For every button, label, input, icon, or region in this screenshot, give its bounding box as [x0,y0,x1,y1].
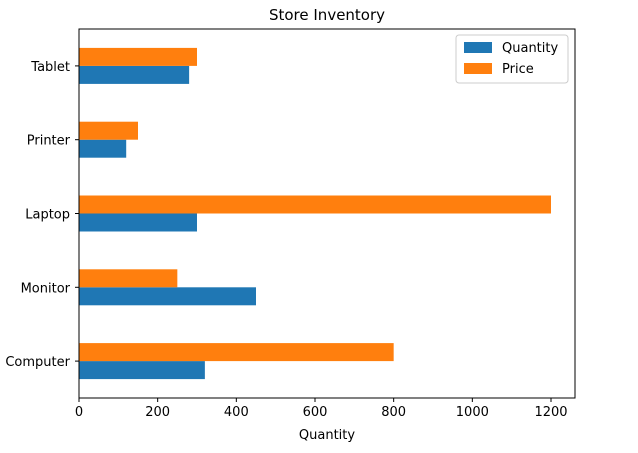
bar-price-computer [79,343,394,362]
bar-quantity-tablet [79,65,190,84]
x-tick-label: 800 [381,405,406,420]
bar-quantity-printer [79,139,127,158]
y-tick-label: Monitor [21,281,71,296]
y-tick-label: Tablet [30,60,70,75]
legend-swatch-price [464,63,492,74]
legend-label-quantity: Quantity [502,41,558,56]
bar-quantity-monitor [79,287,256,306]
chart-title: Store Inventory [269,6,385,24]
bar-quantity-laptop [79,213,197,232]
bar-price-monitor [79,269,178,288]
y-tick-label: Laptop [25,208,70,223]
legend: Quantity Price [455,34,569,84]
x-axis-label: Quantity [299,428,355,443]
y-axis: Computer Monitor Laptop Printer Tablet [5,60,79,370]
x-tick-label: 600 [303,405,328,420]
x-tick-label: 1200 [534,405,567,420]
y-tick-label: Printer [27,134,71,149]
bar-price-printer [79,121,138,140]
x-tick-label: 1000 [456,405,489,420]
x-tick-label: 0 [75,405,83,420]
y-tick-label: Computer [5,355,70,370]
bar-price-tablet [79,47,197,66]
bar-price-laptop [79,195,551,214]
x-tick-label: 200 [145,405,170,420]
x-axis: 0 200 400 600 800 1000 1200 [75,398,568,420]
bar-quantity-computer [79,361,205,380]
x-tick-label: 400 [224,405,249,420]
bars-layer [79,47,551,380]
legend-swatch-quantity [464,42,492,53]
legend-label-price: Price [502,62,534,77]
